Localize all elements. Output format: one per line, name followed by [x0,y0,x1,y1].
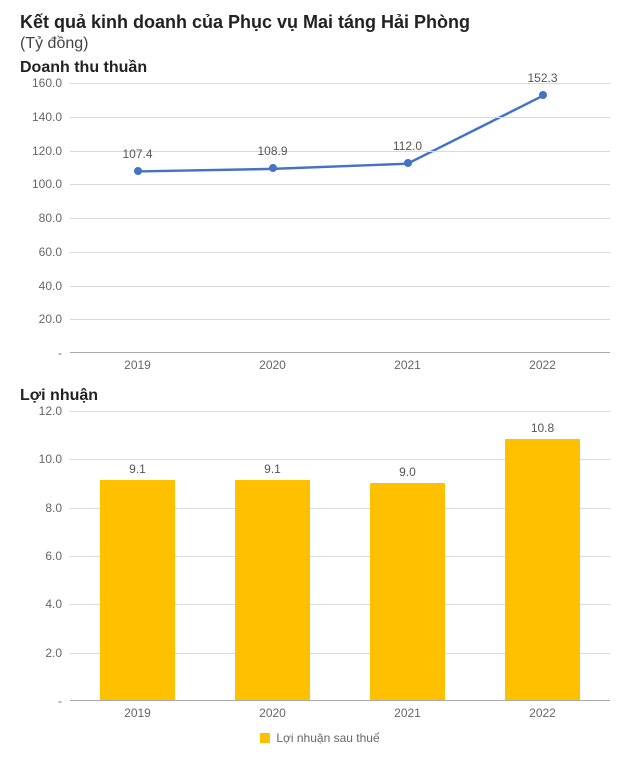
x-tick-label: 2020 [259,358,286,372]
bar-value-label: 9.1 [264,462,281,476]
y-tick-label: 2.0 [22,646,62,660]
y-tick-label: 40.0 [22,279,62,293]
gridline [70,117,610,118]
bar-chart-plot: -2.04.06.08.010.012.09.120199.120209.020… [70,411,610,701]
x-tick-label: 2020 [259,706,286,720]
y-tick-label: 12.0 [22,404,62,418]
y-tick-label: 20.0 [22,312,62,326]
gridline [70,184,610,185]
gridline [70,218,610,219]
bar-chart-legend: Lợi nhuận sau thuế [20,731,620,745]
y-tick-label: 8.0 [22,501,62,515]
y-tick-label: 60.0 [22,245,62,259]
y-tick-label: 10.0 [22,452,62,466]
line-value-label: 107.4 [122,147,152,161]
line-chart: -20.040.060.080.0100.0120.0140.0160.0201… [20,83,620,353]
x-tick-label: 2019 [124,706,151,720]
bar-value-label: 10.8 [531,421,554,435]
y-tick-label: 80.0 [22,211,62,225]
y-tick-label: 6.0 [22,549,62,563]
y-tick-label: 160.0 [22,76,62,90]
line-value-label: 112.0 [393,139,422,153]
x-tick-label: 2021 [394,706,421,720]
line-value-label: 108.9 [257,144,287,158]
bar-value-label: 9.0 [399,465,416,479]
legend-swatch [260,733,270,743]
gridline [70,252,610,253]
line-point [134,167,142,175]
line-point [404,159,412,167]
bar [505,439,579,700]
gridline [70,319,610,320]
bar-chart-label: Lợi nhuận [20,387,620,405]
bar [370,483,444,701]
gridline [70,411,610,412]
x-tick-label: 2019 [124,358,151,372]
y-tick-label: - [22,694,62,708]
line-value-label: 152.3 [527,71,557,85]
bar [235,480,309,700]
y-tick-label: - [22,346,62,360]
y-tick-label: 140.0 [22,110,62,124]
line-series [138,96,543,171]
legend-label: Lợi nhuận sau thuế [276,731,379,745]
bar-value-label: 9.1 [129,462,146,476]
line-chart-plot: -20.040.060.080.0100.0120.0140.0160.0201… [70,83,610,353]
y-tick-label: 100.0 [22,177,62,191]
page-subtitle: (Tỷ đồng) [20,35,620,53]
bar-chart: -2.04.06.08.010.012.09.120199.120209.020… [20,411,620,745]
line-point [269,164,277,172]
line-point [539,91,547,99]
y-tick-label: 120.0 [22,144,62,158]
x-tick-label: 2022 [529,706,556,720]
y-tick-label: 4.0 [22,597,62,611]
x-tick-label: 2022 [529,358,556,372]
x-tick-label: 2021 [394,358,421,372]
bar [100,480,174,700]
gridline [70,286,610,287]
page-title: Kết quả kinh doanh của Phục vụ Mai táng … [20,12,620,33]
